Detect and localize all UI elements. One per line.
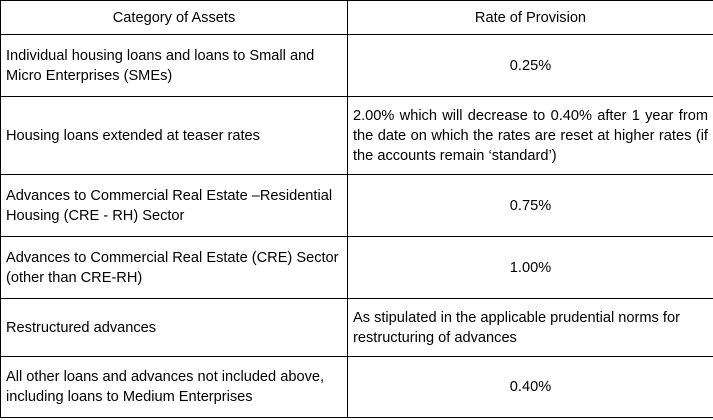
rate-cell: As stipulated in the applicable prudenti… [347,298,713,357]
rate-cell: 0.40% [347,356,713,418]
category-cell: Housing loans extended at teaser rates [0,96,348,175]
rate-cell: 1.00% [347,236,713,299]
table-row: Advances to Commercial Real Estate (CRE)… [0,236,713,299]
table-row: Restructured advances As stipulated in t… [0,298,713,357]
table-header-row: Category of Assets Rate of Provision [0,0,713,35]
header-rate: Rate of Provision [347,0,713,35]
header-category: Category of Assets [0,0,348,35]
rate-cell: 2.00% which will decrease to 0.40% after… [347,96,713,175]
rate-cell: 0.25% [347,34,713,97]
table-row: All other loans and advances not include… [0,356,713,418]
category-cell: Advances to Commercial Real Estate (CRE)… [0,236,348,299]
table-row: Individual housing loans and loans to Sm… [0,34,713,97]
rate-cell: 0.75% [347,174,713,237]
category-cell: Advances to Commercial Real Estate –Resi… [0,174,348,237]
category-cell: Restructured advances [0,298,348,357]
table-row: Advances to Commercial Real Estate –Resi… [0,174,713,237]
table-row: Housing loans extended at teaser rates 2… [0,96,713,175]
category-cell: All other loans and advances not include… [0,356,348,418]
category-cell: Individual housing loans and loans to Sm… [0,34,348,97]
